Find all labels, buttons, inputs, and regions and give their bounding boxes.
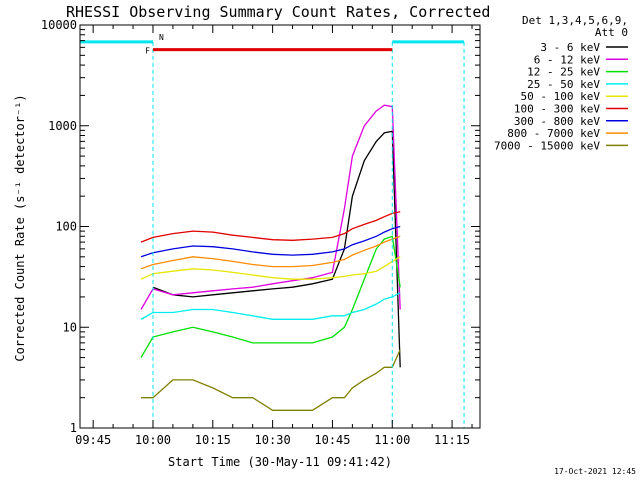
plot-frame — [79, 24, 481, 429]
legend-label: 3 - 6 keV — [540, 41, 600, 54]
y-tick-label: 10 — [63, 320, 77, 334]
series-line-6-12-kev — [140, 104, 401, 310]
axes: 09:45 10:00 10:15 10:30 10:45 11:00 11:15 1 10 10… — [41, 18, 481, 447]
legend-title-line-1: Det 1,3,4,5,6,9, — [522, 14, 628, 27]
footer-timestamp: 17-Oct-2021 12:45 — [554, 467, 636, 476]
y-tick-label: 1 — [70, 421, 77, 435]
series-line-800-7000-kev — [140, 235, 401, 270]
y-tick-label: 100 — [55, 220, 77, 234]
series-line-12-25-kev — [140, 235, 401, 358]
night-flag-label: N — [159, 33, 164, 42]
x-tick-label: 11:15 — [434, 433, 470, 447]
x-tick-label: 11:00 — [374, 433, 410, 447]
y-tick-label: 10000 — [41, 18, 77, 32]
x-tick-label: 10:30 — [255, 433, 291, 447]
series-line-100-300-kev — [140, 211, 401, 243]
series-line-50-100-kev — [140, 256, 401, 280]
series-line-300-800-kev — [140, 225, 401, 258]
legend-label: 25 - 50 keV — [527, 78, 600, 91]
legend-title-line-2: Att 0 — [595, 26, 628, 39]
x-axis-label: Start Time (30-May-11 09:41:42) — [168, 455, 392, 469]
x-tick-label: 10:00 — [135, 433, 171, 447]
plot-area — [140, 104, 401, 411]
flag-bars: FN — [79, 33, 465, 428]
legend-label: 7000 - 15000 keV — [494, 139, 600, 152]
series-line-3-6-kev — [152, 130, 401, 368]
legend-label: 50 - 100 keV — [521, 90, 601, 103]
series-line-7000-15000-kev — [141, 349, 401, 411]
legend-label: 12 - 25 keV — [527, 66, 600, 79]
x-tick-label: 10:15 — [195, 433, 231, 447]
x-tick-label: 09:45 — [75, 433, 111, 447]
legend-label: 300 - 800 keV — [514, 115, 600, 128]
legend-label: 6 - 12 keV — [534, 53, 601, 66]
chart-title: RHESSI Observing Summary Count Rates, Co… — [66, 3, 490, 21]
legend-label: 800 - 7000 keV — [507, 127, 600, 140]
flare-flag-label: F — [145, 47, 150, 56]
series-line-25-50-kev — [140, 292, 401, 320]
legend-label: 100 - 300 keV — [514, 103, 600, 116]
x-tick-label: 10:45 — [314, 433, 350, 447]
y-tick-label: 1000 — [48, 119, 77, 133]
y-axis-label: Corrected Count Rate (s⁻¹ detector⁻¹) — [13, 94, 27, 361]
